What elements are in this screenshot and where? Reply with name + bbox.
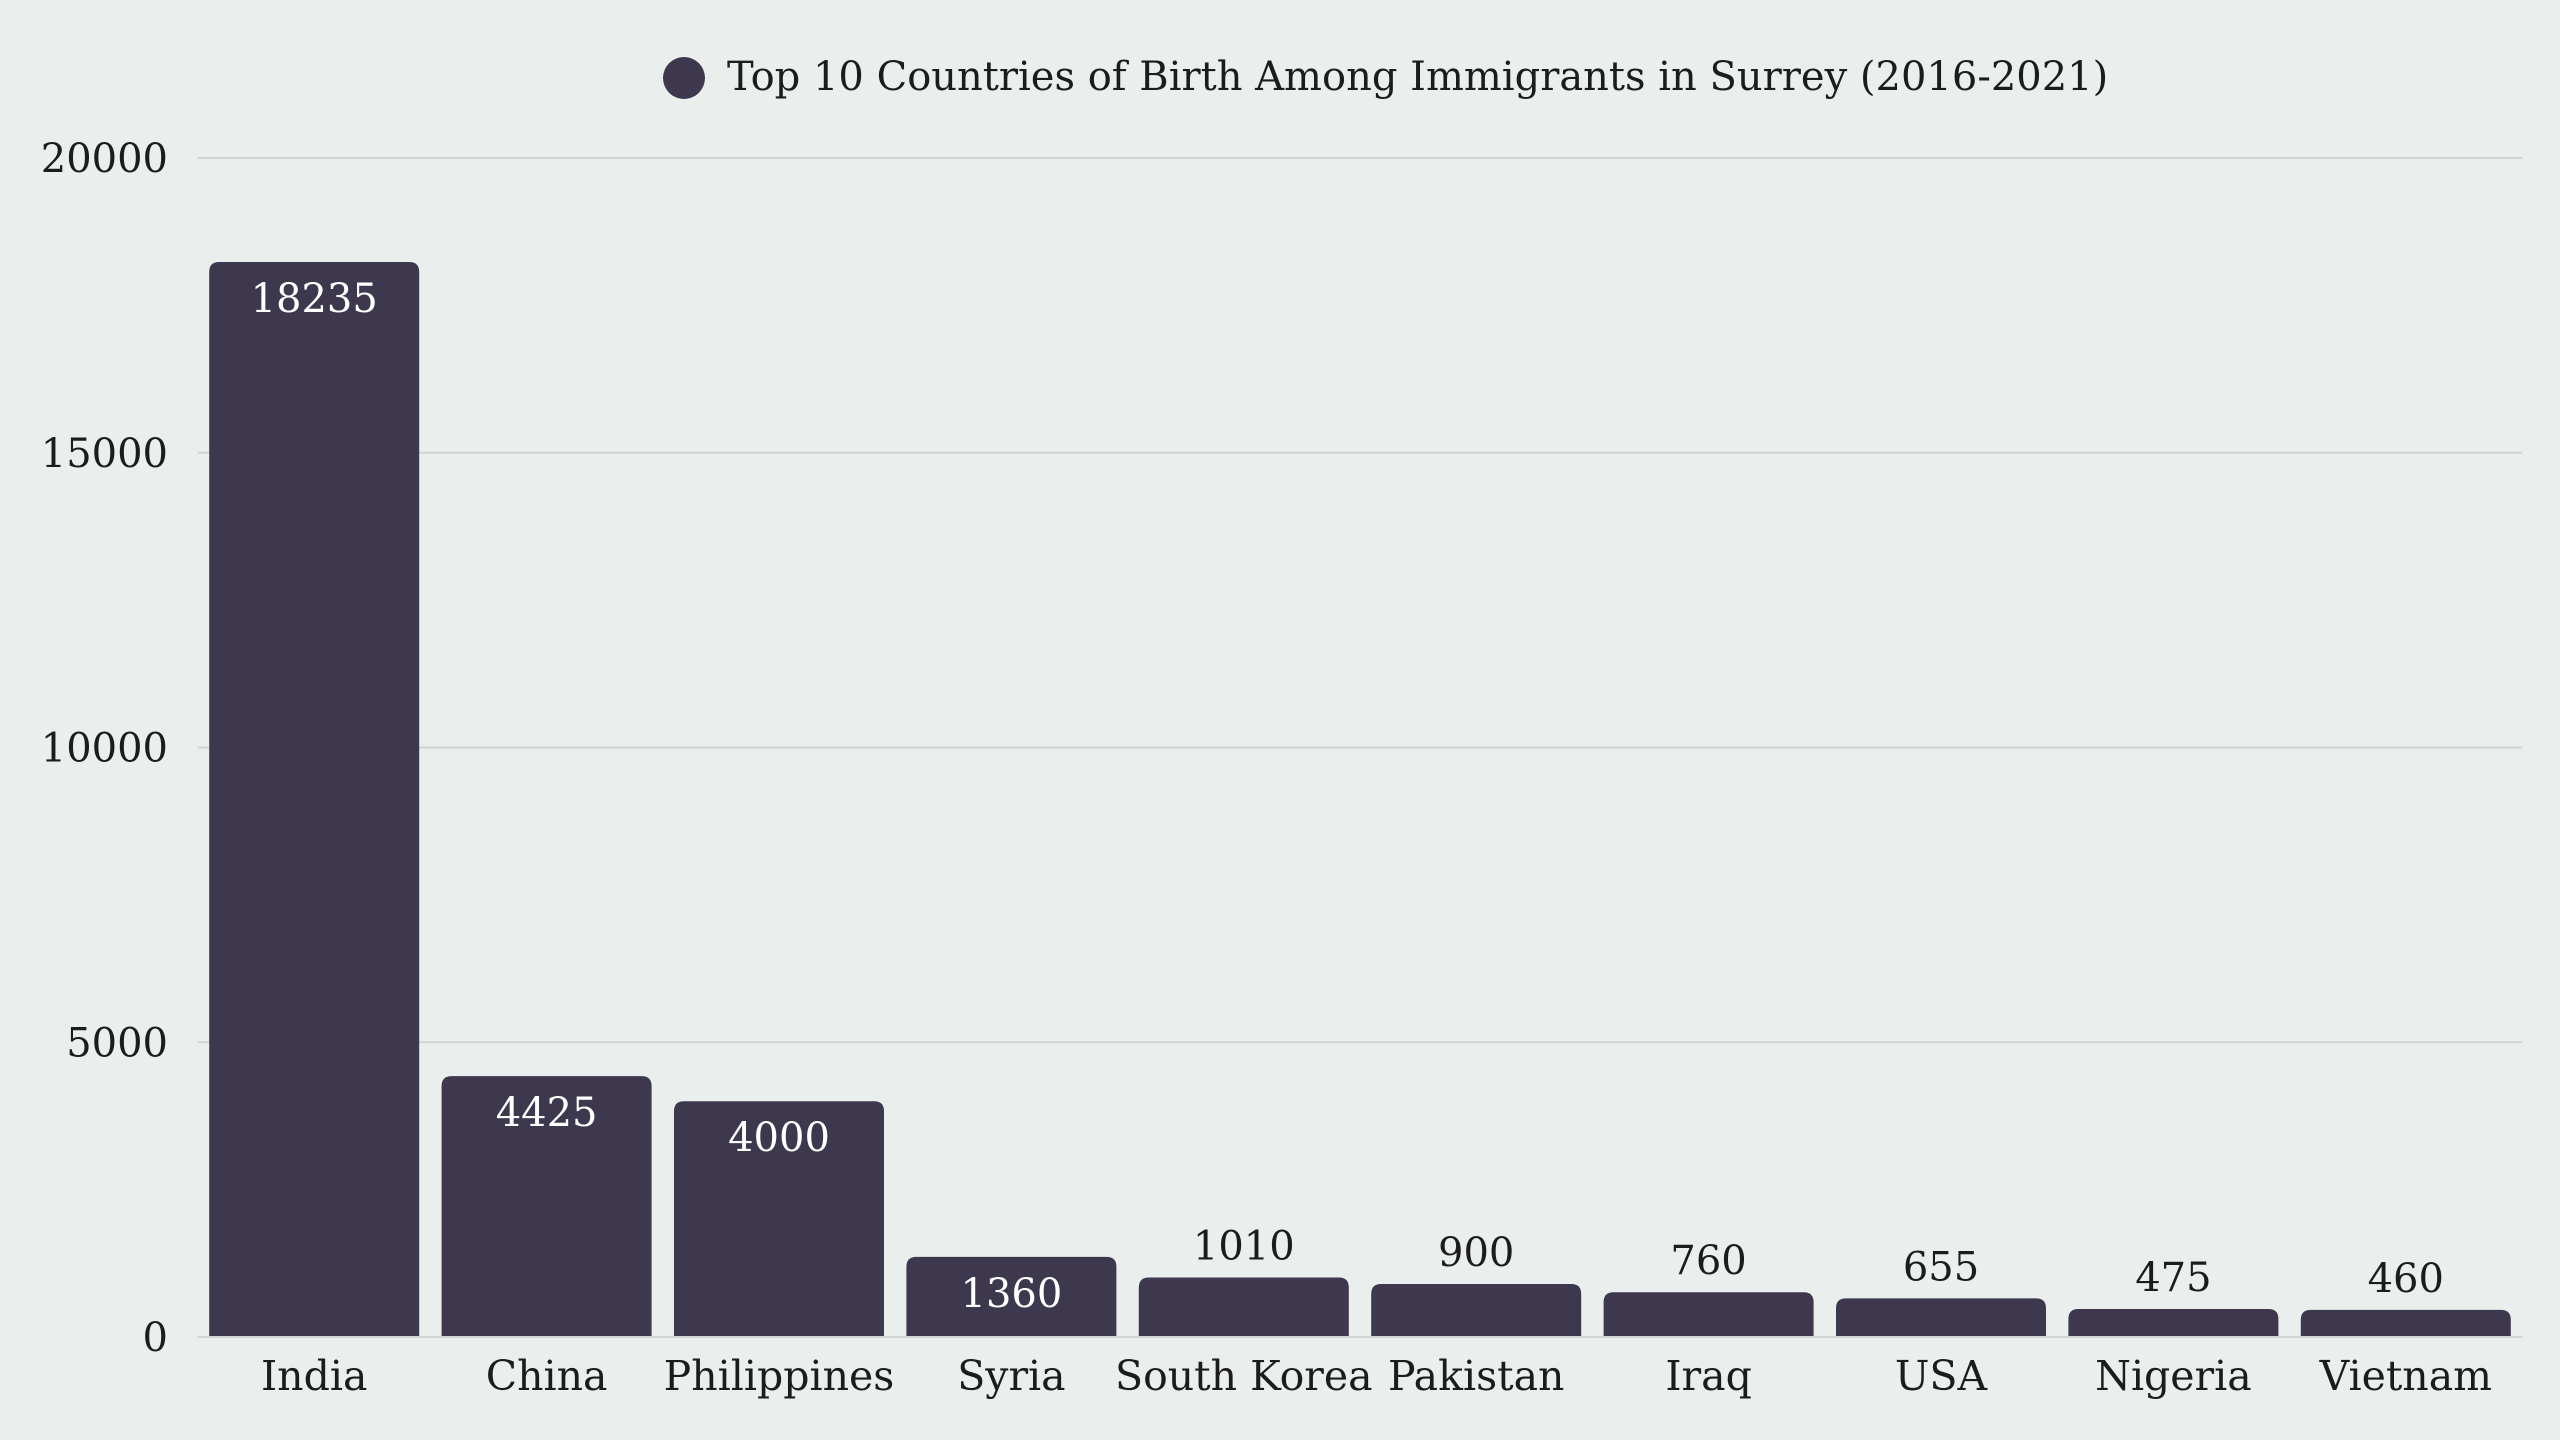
data-label-south-korea: 1010 [1193,1223,1295,1269]
bar-syria[interactable] [906,1256,1117,1337]
x-tick-label-china: China [486,1352,608,1400]
bar-pakistan[interactable] [1371,1283,1582,1337]
legend[interactable]: Top 10 Countries of Birth Among Immigran… [663,54,2108,100]
bar-usa[interactable] [1836,1298,2046,1337]
data-label-pakistan: 900 [1438,1230,1514,1276]
x-tick-label-india: India [261,1352,367,1400]
legend-swatch[interactable] [663,57,705,99]
data-label-iraq: 760 [1670,1238,1746,1284]
x-tick-label-vietnam: Vietnam [2319,1352,2492,1400]
data-label-syria: 1360 [961,1271,1063,1317]
bar-south-korea[interactable] [1138,1277,1349,1337]
bar-vietnam[interactable] [2300,1309,2511,1337]
x-tick-label-philippines: Philippines [664,1352,895,1400]
bar-china[interactable] [441,1076,652,1337]
x-axis-ticks: India China Philippines Syria South Korea Pak… [261,1352,2492,1400]
y-tick-label-5000: 5000 [66,1020,168,1066]
bar-philippines[interactable] [674,1101,884,1337]
y-tick-label-0: 0 [143,1315,168,1361]
x-tick-label-south-korea: South Korea [1115,1352,1373,1400]
grid-lines [198,157,2522,1044]
data-label-philippines: 4000 [728,1115,830,1161]
y-tick-label-15000: 15000 [41,431,168,477]
x-tick-label-usa: USA [1895,1352,1989,1400]
bars [209,262,2511,1337]
data-label-usa: 655 [1903,1244,1979,1290]
x-tick-label-pakistan: Pakistan [1388,1352,1565,1400]
y-axis-ticks: 0 5000 10000 15000 20000 [41,136,168,1361]
x-tick-label-syria: Syria [957,1352,1065,1400]
data-labels: 18235 4425 4000 1360 1010 900 760 655 475 460 [251,276,2444,1317]
x-tick-label-nigeria: Nigeria [2095,1352,2252,1400]
data-label-vietnam: 460 [2368,1256,2444,1302]
data-label-india: 18235 [251,276,378,322]
y-tick-label-10000: 10000 [41,726,168,772]
x-tick-label-iraq: Iraq [1665,1352,1751,1400]
data-label-nigeria: 475 [2135,1255,2211,1301]
bar-iraq[interactable] [1603,1292,1814,1337]
bar-india[interactable] [209,262,420,1337]
y-tick-label-20000: 20000 [41,136,168,182]
data-label-china: 4425 [496,1090,598,1136]
legend-label[interactable]: Top 10 Countries of Birth Among Immigran… [727,54,2108,100]
bar-nigeria[interactable] [2068,1308,2279,1337]
